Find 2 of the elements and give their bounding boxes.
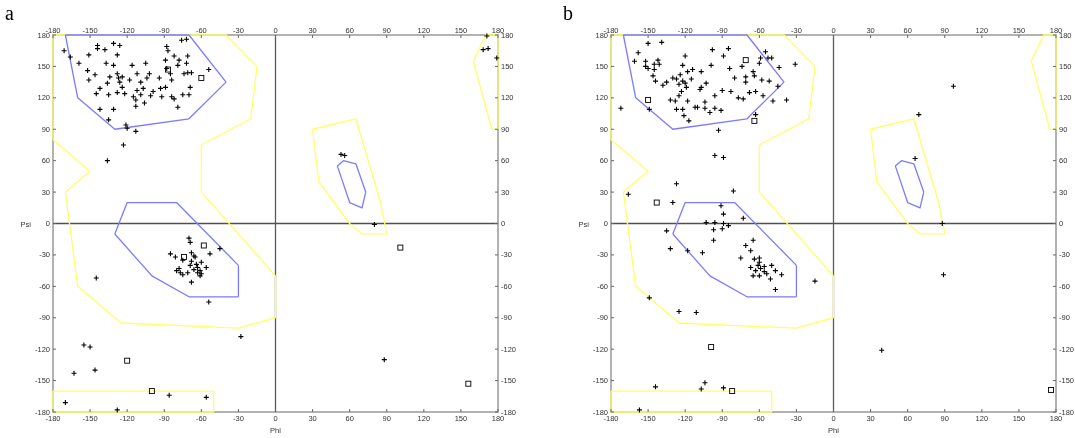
chart-title: b — [563, 2, 573, 24]
chart-title: a — [5, 2, 14, 24]
